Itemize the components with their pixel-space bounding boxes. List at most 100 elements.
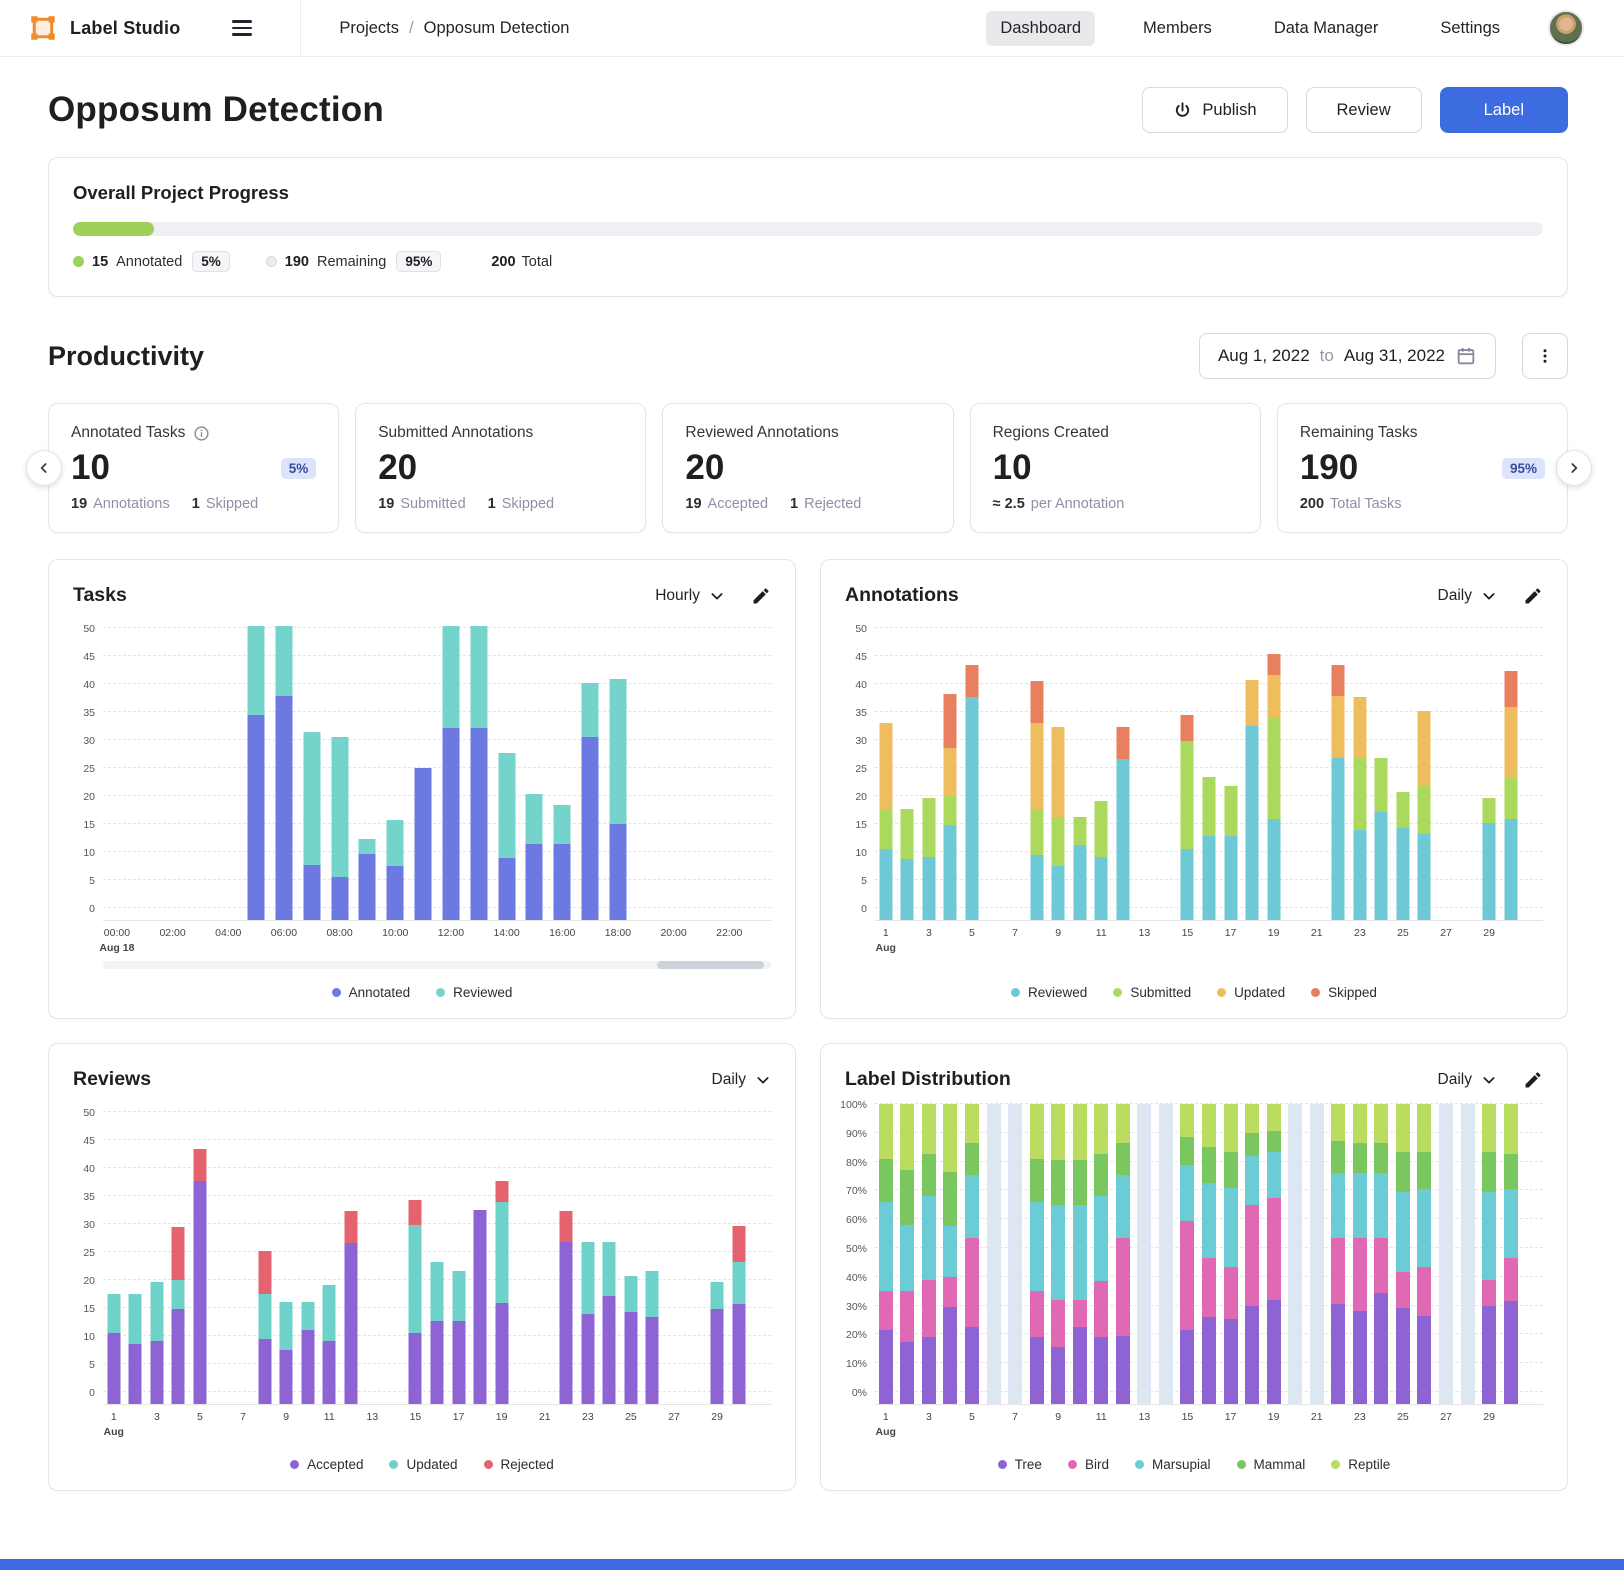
bird-segment xyxy=(964,1237,979,1328)
tasks-interval-dropdown[interactable]: Hourly xyxy=(655,587,725,605)
bird-segment xyxy=(1352,1237,1367,1312)
bird-segment xyxy=(1202,1258,1216,1318)
submitted-segment xyxy=(1396,791,1410,829)
skipped-segment xyxy=(1030,680,1044,724)
breadcrumb-projects-link[interactable]: Projects xyxy=(339,18,400,37)
chevron-down-icon xyxy=(1483,1076,1495,1084)
accepted-segment xyxy=(624,1312,638,1404)
updated-segment xyxy=(879,723,893,811)
x-axis-label: 3 xyxy=(153,1411,160,1423)
gridline xyxy=(103,879,771,881)
tasks-bar-16 xyxy=(553,804,571,920)
tree-segment xyxy=(964,1327,979,1404)
date-range-picker[interactable]: Aug 1, 2022 to Aug 31, 2022 xyxy=(1198,333,1496,379)
tasks-bar-17 xyxy=(581,683,599,920)
annotations-edit-button[interactable] xyxy=(1523,586,1543,606)
label_distribution-bar-5 xyxy=(964,1104,979,1404)
legend-item-annotated[interactable]: Annotated xyxy=(331,985,410,1000)
tasks-bar-15 xyxy=(525,794,543,920)
legend-label: Updated xyxy=(1234,985,1286,1000)
hamburger-menu-icon[interactable] xyxy=(226,14,258,42)
reviews-interval-dropdown[interactable]: Daily xyxy=(712,1071,771,1089)
legend-item-reviewed[interactable]: Reviewed xyxy=(1011,985,1087,1000)
tree-segment xyxy=(1417,1315,1432,1404)
bird-segment xyxy=(1223,1266,1238,1319)
skipped-segment xyxy=(1116,727,1130,759)
main-content: Opposum Detection Publish Review Label O… xyxy=(0,87,1624,1491)
nav-item-settings[interactable]: Settings xyxy=(1440,18,1500,37)
tasks-chart-scrollbar[interactable] xyxy=(103,961,771,969)
label-button[interactable]: Label xyxy=(1439,87,1568,133)
publish-button[interactable]: Publish xyxy=(1142,87,1288,133)
reptile-segment xyxy=(1051,1104,1066,1161)
annotations-interval-dropdown[interactable]: Daily xyxy=(1438,587,1497,605)
tasks-bar-13 xyxy=(470,625,488,920)
updated-segment xyxy=(710,1282,724,1309)
y-axis-label: 25 xyxy=(855,763,867,776)
reviews-bar-24 xyxy=(602,1242,616,1404)
label_distribution-bar-24 xyxy=(1374,1104,1389,1404)
mammal-segment xyxy=(1395,1151,1410,1192)
tasks-bar-14 xyxy=(498,752,516,920)
legend-item-bird[interactable]: Bird xyxy=(1067,1457,1109,1472)
legend-item-mammal[interactable]: Mammal xyxy=(1236,1457,1305,1472)
productivity-menu-button[interactable] xyxy=(1522,333,1568,379)
legend-item-accepted[interactable]: Accepted xyxy=(290,1457,363,1472)
info-icon[interactable] xyxy=(193,425,210,442)
y-axis-label: 0% xyxy=(851,1387,867,1399)
legend-item-updated[interactable]: Updated xyxy=(1217,985,1285,1000)
label-distribution-interval-dropdown[interactable]: Daily xyxy=(1438,1071,1497,1089)
legend-label: Reptile xyxy=(1348,1457,1391,1472)
updated-segment xyxy=(581,1242,595,1314)
mammal-segment xyxy=(1482,1151,1497,1192)
legend-item-rejected[interactable]: Rejected xyxy=(483,1457,554,1472)
stat-sub: 1 Skipped xyxy=(488,496,554,512)
nav-item-data-manager[interactable]: Data Manager xyxy=(1273,18,1379,37)
review-button[interactable]: Review xyxy=(1305,87,1422,133)
chevron-down-icon xyxy=(757,1076,769,1084)
accepted-segment xyxy=(452,1320,466,1404)
mammal-segment xyxy=(943,1171,958,1227)
submitted-segment xyxy=(1073,817,1087,846)
marsupial-segment xyxy=(921,1196,936,1280)
mammal-segment xyxy=(1029,1158,1044,1202)
brand[interactable]: Label Studio xyxy=(28,13,180,43)
label-distribution-edit-button[interactable] xyxy=(1523,1070,1543,1090)
nav-item-dashboard[interactable]: Dashboard xyxy=(986,10,1096,46)
legend-item-skipped[interactable]: Skipped xyxy=(1311,985,1377,1000)
carousel-prev-button[interactable] xyxy=(26,450,62,486)
annotations-bar-5 xyxy=(965,665,979,920)
user-avatar[interactable] xyxy=(1548,10,1584,46)
legend-item-tree[interactable]: Tree xyxy=(997,1457,1042,1472)
marsupial-segment xyxy=(1115,1174,1130,1238)
reviewed-segment xyxy=(943,825,957,920)
nav-item-members[interactable]: Members xyxy=(1143,18,1212,37)
rejected-segment xyxy=(495,1181,509,1202)
reviewed-segment xyxy=(358,838,376,855)
annotations-chart-card: Annotations Daily 0 5 10 15 20 25 30 35 40 45 50 1 A… xyxy=(820,559,1568,1019)
reviewed-segment xyxy=(1073,845,1087,920)
progress-legend: 15 Annotated 5% 190 Remaining 95% 200 To… xyxy=(73,251,1543,272)
tasks-edit-button[interactable] xyxy=(751,586,771,606)
tree-segment xyxy=(1482,1305,1497,1404)
chevron-down-icon xyxy=(711,592,723,600)
y-axis-label: 20 xyxy=(855,791,867,804)
legend-item-submitted[interactable]: Submitted xyxy=(1113,985,1191,1000)
carousel-next-button[interactable] xyxy=(1556,450,1592,486)
progress-title: Overall Project Progress xyxy=(73,182,289,203)
date-to: Aug 31, 2022 xyxy=(1343,346,1445,365)
x-axis-label: 29 xyxy=(711,1411,723,1423)
label_distribution-bar-11 xyxy=(1094,1104,1109,1404)
scrollbar-thumb[interactable] xyxy=(657,961,765,969)
reviews-bar-19 xyxy=(495,1181,509,1404)
legend-item-marsupial[interactable]: Marsupial xyxy=(1134,1457,1211,1472)
y-axis-label: 45 xyxy=(83,651,95,664)
bird-segment xyxy=(1072,1299,1087,1328)
legend-item-reviewed[interactable]: Reviewed xyxy=(436,985,512,1000)
accepted-segment xyxy=(107,1333,121,1404)
annotated-count: 15 xyxy=(92,253,109,270)
label_distribution-bar-10 xyxy=(1072,1104,1087,1404)
legend-item-updated[interactable]: Updated xyxy=(389,1457,458,1472)
stat-sub-label: Accepted xyxy=(707,496,769,512)
legend-item-reptile[interactable]: Reptile xyxy=(1331,1457,1390,1472)
